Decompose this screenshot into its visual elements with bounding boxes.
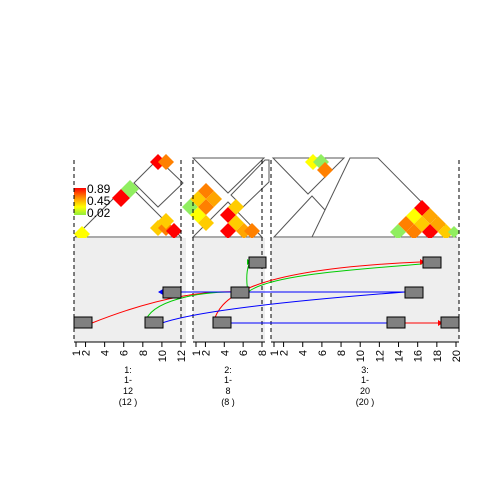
svg-text:(20 ): (20 ) <box>356 397 375 407</box>
tick-label-panel-3: 16 <box>413 350 425 362</box>
svg-text:8: 8 <box>225 386 230 396</box>
tick-label-panel-3: 14 <box>394 350 406 362</box>
panel-1-label: 1: 1- 12 (12 ) <box>119 365 138 407</box>
tick-label-panel-3: 12 <box>374 350 386 362</box>
tick-label-panel-1: 1 <box>71 350 83 356</box>
svg-text:20: 20 <box>360 386 370 396</box>
block-p3-c[interactable] <box>422 256 442 269</box>
legend-gradient-bar <box>74 188 86 215</box>
ld-cell-33 <box>406 224 422 240</box>
ld-cell-3 <box>121 180 139 198</box>
ld-cell-6 <box>166 223 182 239</box>
tick-label-panel-3: 1 <box>269 350 281 356</box>
block-p3-a[interactable] <box>386 316 406 329</box>
tick-label-panel-1: 10 <box>157 350 169 362</box>
tick-label-panel-2: 6 <box>238 350 250 356</box>
arrowhead-blue-1 <box>158 289 163 295</box>
svg-text:3:: 3: <box>361 365 369 375</box>
block-p1-c[interactable] <box>162 286 182 299</box>
tick-label-panel-1: 2 <box>81 350 93 356</box>
panel-labels: 1: 1- 12 (12 ) 2: 1- 8 (8 ) 3: 1- 20 (20… <box>119 365 375 407</box>
tick-label-panel-3: 8 <box>336 350 348 356</box>
tick-label-panel-1: 12 <box>176 350 188 362</box>
block-p1-b[interactable] <box>144 316 164 329</box>
ld-cell-36 <box>448 226 460 238</box>
block-p3-d[interactable] <box>440 316 460 329</box>
panel-2-label: 2: 1- 8 (8 ) <box>221 365 235 407</box>
ld-cell-7 <box>158 213 174 229</box>
ld-cell-15 <box>206 191 222 207</box>
block-p1-a[interactable] <box>73 316 93 329</box>
panel-backgrounds <box>74 238 459 342</box>
ld-cell-20 <box>228 199 244 215</box>
ld-cell-32 <box>390 224 406 240</box>
svg-text:1-: 1- <box>124 375 132 385</box>
tick-label-panel-3: 20 <box>451 350 463 362</box>
tick-label-panel-3: 4 <box>298 350 310 356</box>
block-p2-c[interactable] <box>248 256 267 269</box>
tick-label-panel-3: 18 <box>432 350 444 362</box>
ld-cell-25 <box>317 162 333 178</box>
tick-label-panel-3: 2 <box>279 350 291 356</box>
link-blue-1 <box>161 291 406 324</box>
ld-cell-34 <box>422 224 438 240</box>
svg-text:(8 ): (8 ) <box>221 397 235 407</box>
gene-blocks <box>73 256 460 329</box>
link-green-3 <box>247 263 423 293</box>
ld-cell-35 <box>438 224 454 240</box>
triangle-outline-2 <box>133 158 184 208</box>
tick-label-panel-3: 6 <box>317 350 329 356</box>
tick-label-panel-2: 2 <box>200 350 212 356</box>
panel-3-background <box>271 238 459 342</box>
block-p3-b[interactable] <box>404 286 424 299</box>
legend-label-max: 0.89 <box>87 182 111 196</box>
svg-text:1:: 1: <box>124 365 132 375</box>
ld-cell-9 <box>158 154 174 170</box>
ld-cell-21 <box>220 223 236 239</box>
color-legend: 0.89 0.45 0.02 <box>74 182 111 220</box>
tick-label-panel-1: 6 <box>119 350 131 356</box>
tick-label-panel-3: 10 <box>355 350 367 362</box>
svg-text:1-: 1- <box>224 375 232 385</box>
panel-separators <box>73 160 460 342</box>
ld-cell-22 <box>244 223 260 239</box>
svg-text:12: 12 <box>123 386 133 396</box>
block-p2-a[interactable] <box>212 316 232 329</box>
panel-3-label: 3: 1- 20 (20 ) <box>356 365 375 407</box>
ld-heatmap <box>73 154 460 242</box>
triangle-outline-3 <box>191 157 266 194</box>
legend-label-mid: 0.45 <box>87 194 111 208</box>
svg-text:2:: 2: <box>224 365 232 375</box>
svg-text:(12 ): (12 ) <box>119 397 138 407</box>
tick-label-panel-1: 4 <box>100 350 112 356</box>
svg-text:1-: 1- <box>361 375 369 385</box>
legend-label-min: 0.02 <box>87 206 111 220</box>
tick-label-panel-2: 4 <box>219 350 231 356</box>
tick-label-panel-2: 1 <box>191 350 203 356</box>
tick-label-panel-1: 8 <box>138 350 150 356</box>
block-p2-b[interactable] <box>230 286 250 299</box>
tick-label-panel-2: 8 <box>257 350 269 356</box>
ld-cell-16 <box>198 215 214 231</box>
axes: 12 4 6 8 10 12 12 4 6 8 12 4 6 8 10 12 14 16 18 20 <box>71 341 463 362</box>
link-red-2 <box>212 261 421 324</box>
